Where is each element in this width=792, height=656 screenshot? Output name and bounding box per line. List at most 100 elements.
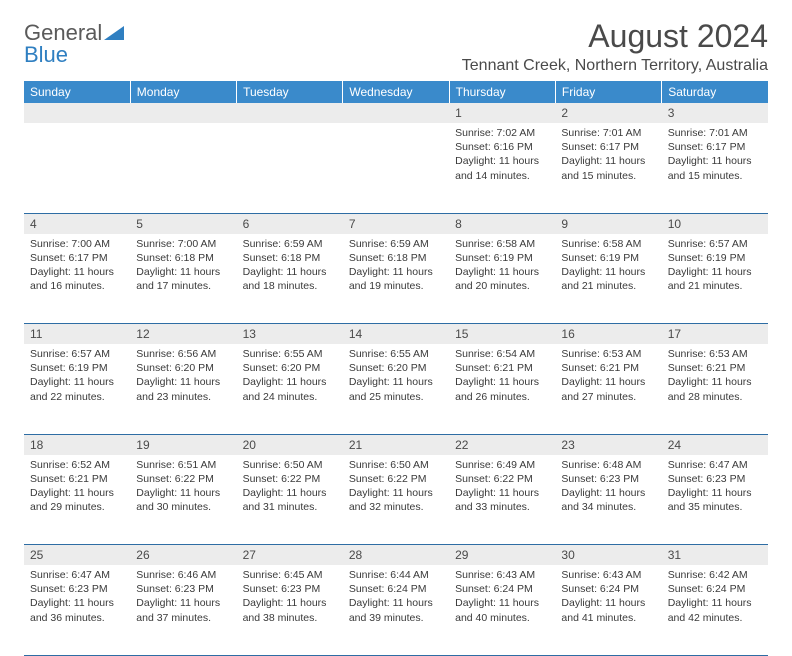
day-header: Sunday	[24, 81, 130, 103]
daylight-line-1: Daylight: 11 hours	[561, 154, 655, 168]
daylight-line-1: Daylight: 11 hours	[243, 375, 337, 389]
day-content-cell: Sunrise: 7:00 AMSunset: 6:18 PMDaylight:…	[130, 234, 236, 324]
sunrise-line: Sunrise: 6:52 AM	[30, 458, 124, 472]
sunrise-line: Sunrise: 6:49 AM	[455, 458, 549, 472]
day-content: Sunrise: 6:47 AMSunset: 6:23 PMDaylight:…	[24, 565, 130, 631]
day-header: Thursday	[449, 81, 555, 103]
day-content: Sunrise: 6:55 AMSunset: 6:20 PMDaylight:…	[237, 344, 343, 410]
day-number-cell: 12	[130, 324, 236, 345]
day-content-cell: Sunrise: 6:55 AMSunset: 6:20 PMDaylight:…	[343, 344, 449, 434]
day-number: 15	[449, 324, 555, 344]
sunrise-line: Sunrise: 7:00 AM	[136, 237, 230, 251]
day-number: 14	[343, 324, 449, 344]
day-content-cell: Sunrise: 6:43 AMSunset: 6:24 PMDaylight:…	[555, 565, 661, 655]
day-number-cell: 14	[343, 324, 449, 345]
sunrise-line: Sunrise: 6:47 AM	[668, 458, 762, 472]
sunset-line: Sunset: 6:22 PM	[455, 472, 549, 486]
day-number-cell: 17	[662, 324, 768, 345]
daylight-line-1: Daylight: 11 hours	[455, 486, 549, 500]
daylight-line-2: and 39 minutes.	[349, 611, 443, 625]
day-content-cell: Sunrise: 6:51 AMSunset: 6:22 PMDaylight:…	[130, 455, 236, 545]
day-number: 18	[24, 435, 130, 455]
daylight-line-1: Daylight: 11 hours	[668, 596, 762, 610]
day-content-cell: Sunrise: 7:00 AMSunset: 6:17 PMDaylight:…	[24, 234, 130, 324]
day-content-cell: Sunrise: 7:01 AMSunset: 6:17 PMDaylight:…	[555, 123, 661, 213]
daylight-line-2: and 17 minutes.	[136, 279, 230, 293]
daylight-line-2: and 27 minutes.	[561, 390, 655, 404]
day-content-cell: Sunrise: 6:57 AMSunset: 6:19 PMDaylight:…	[24, 344, 130, 434]
daylight-line-1: Daylight: 11 hours	[30, 486, 124, 500]
day-number: 24	[662, 435, 768, 455]
day-content-cell: Sunrise: 6:57 AMSunset: 6:19 PMDaylight:…	[662, 234, 768, 324]
sunset-line: Sunset: 6:19 PM	[561, 251, 655, 265]
day-number: 10	[662, 214, 768, 234]
day-number: 8	[449, 214, 555, 234]
sunset-line: Sunset: 6:21 PM	[455, 361, 549, 375]
daylight-line-2: and 15 minutes.	[668, 169, 762, 183]
day-number: 28	[343, 545, 449, 565]
sunrise-line: Sunrise: 7:00 AM	[30, 237, 124, 251]
sunset-line: Sunset: 6:21 PM	[561, 361, 655, 375]
sunrise-line: Sunrise: 6:55 AM	[243, 347, 337, 361]
day-content-cell: Sunrise: 6:47 AMSunset: 6:23 PMDaylight:…	[24, 565, 130, 655]
day-content-cell: Sunrise: 7:02 AMSunset: 6:16 PMDaylight:…	[449, 123, 555, 213]
daylight-line-1: Daylight: 11 hours	[136, 486, 230, 500]
day-number	[343, 103, 449, 123]
sunset-line: Sunset: 6:18 PM	[136, 251, 230, 265]
day-content: Sunrise: 6:44 AMSunset: 6:24 PMDaylight:…	[343, 565, 449, 631]
day-number: 16	[555, 324, 661, 344]
day-number-cell: 15	[449, 324, 555, 345]
day-number-cell: 13	[237, 324, 343, 345]
week-content-row: Sunrise: 6:52 AMSunset: 6:21 PMDaylight:…	[24, 455, 768, 545]
day-content: Sunrise: 6:50 AMSunset: 6:22 PMDaylight:…	[343, 455, 449, 521]
week-number-row: 25262728293031	[24, 545, 768, 566]
day-number: 25	[24, 545, 130, 565]
day-number-cell	[130, 103, 236, 123]
day-content-cell: Sunrise: 6:56 AMSunset: 6:20 PMDaylight:…	[130, 344, 236, 434]
sunset-line: Sunset: 6:24 PM	[349, 582, 443, 596]
day-content-cell: Sunrise: 6:47 AMSunset: 6:23 PMDaylight:…	[662, 455, 768, 545]
day-number: 30	[555, 545, 661, 565]
day-content: Sunrise: 6:54 AMSunset: 6:21 PMDaylight:…	[449, 344, 555, 410]
day-number-cell: 29	[449, 545, 555, 566]
sunset-line: Sunset: 6:17 PM	[561, 140, 655, 154]
day-number-cell: 5	[130, 213, 236, 234]
day-content: Sunrise: 6:50 AMSunset: 6:22 PMDaylight:…	[237, 455, 343, 521]
sunrise-line: Sunrise: 7:01 AM	[561, 126, 655, 140]
daylight-line-2: and 18 minutes.	[243, 279, 337, 293]
sunset-line: Sunset: 6:20 PM	[136, 361, 230, 375]
month-title: August 2024	[462, 18, 768, 55]
sunrise-line: Sunrise: 6:48 AM	[561, 458, 655, 472]
day-number-cell: 1	[449, 103, 555, 123]
day-header: Saturday	[662, 81, 768, 103]
day-content: Sunrise: 6:47 AMSunset: 6:23 PMDaylight:…	[662, 455, 768, 521]
daylight-line-2: and 38 minutes.	[243, 611, 337, 625]
daylight-line-1: Daylight: 11 hours	[455, 265, 549, 279]
sunset-line: Sunset: 6:23 PM	[668, 472, 762, 486]
daylight-line-1: Daylight: 11 hours	[561, 486, 655, 500]
week-content-row: Sunrise: 7:02 AMSunset: 6:16 PMDaylight:…	[24, 123, 768, 213]
day-content: Sunrise: 6:58 AMSunset: 6:19 PMDaylight:…	[449, 234, 555, 300]
day-number-cell	[237, 103, 343, 123]
logo-text: General Blue	[24, 22, 124, 66]
sunrise-line: Sunrise: 6:59 AM	[349, 237, 443, 251]
day-number-cell: 8	[449, 213, 555, 234]
sunset-line: Sunset: 6:21 PM	[668, 361, 762, 375]
day-number: 7	[343, 214, 449, 234]
sunrise-line: Sunrise: 6:57 AM	[668, 237, 762, 251]
day-content-cell: Sunrise: 6:53 AMSunset: 6:21 PMDaylight:…	[555, 344, 661, 434]
day-content	[130, 123, 236, 132]
logo: General Blue	[24, 22, 124, 66]
day-content: Sunrise: 6:57 AMSunset: 6:19 PMDaylight:…	[24, 344, 130, 410]
calendar-head: SundayMondayTuesdayWednesdayThursdayFrid…	[24, 81, 768, 103]
day-number-cell: 10	[662, 213, 768, 234]
daylight-line-1: Daylight: 11 hours	[349, 265, 443, 279]
sunset-line: Sunset: 6:19 PM	[455, 251, 549, 265]
daylight-line-1: Daylight: 11 hours	[668, 375, 762, 389]
day-content: Sunrise: 6:57 AMSunset: 6:19 PMDaylight:…	[662, 234, 768, 300]
sunrise-line: Sunrise: 6:56 AM	[136, 347, 230, 361]
sunrise-line: Sunrise: 6:53 AM	[561, 347, 655, 361]
sunrise-line: Sunrise: 6:57 AM	[30, 347, 124, 361]
sunrise-line: Sunrise: 6:55 AM	[349, 347, 443, 361]
week-number-row: 18192021222324	[24, 434, 768, 455]
